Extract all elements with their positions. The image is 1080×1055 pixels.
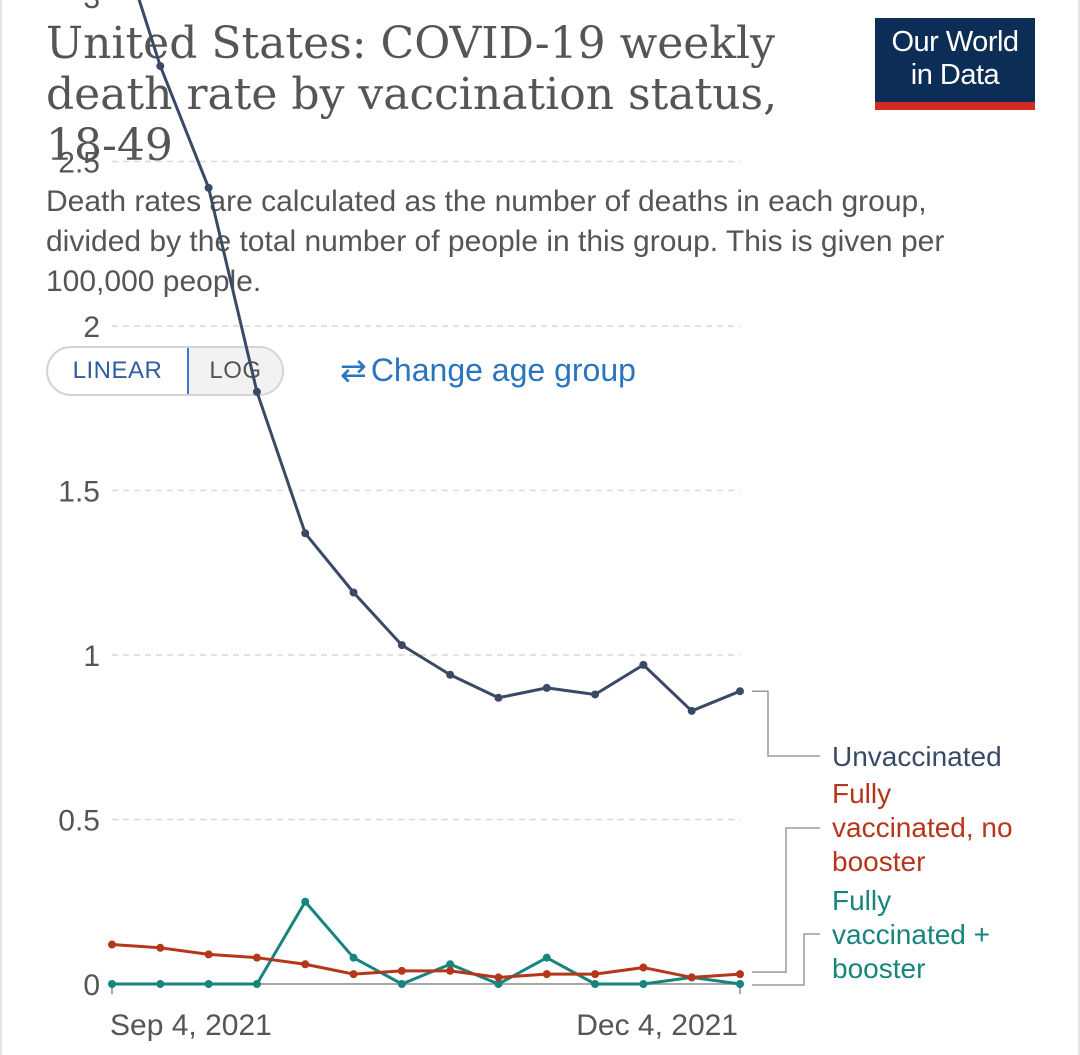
legend-connector	[752, 827, 820, 973]
data-point	[349, 953, 358, 962]
legend-label-2: vaccinated, no	[832, 812, 1013, 843]
linear-scale-button[interactable]: LINEAR	[48, 348, 189, 394]
change-age-group-label: Change age group	[370, 351, 636, 388]
y-tick-label: 0	[83, 969, 100, 1002]
y-tick-label: 3	[83, 0, 100, 15]
data-point	[156, 943, 165, 952]
data-point	[108, 980, 116, 988]
data-point	[397, 966, 406, 975]
y-tick-label: 2.5	[58, 147, 100, 180]
legend-connector	[752, 933, 820, 986]
data-point	[687, 973, 696, 982]
data-point	[349, 588, 358, 597]
legend-label-3: booster	[832, 953, 925, 984]
data-point	[301, 529, 310, 538]
data-point	[542, 683, 551, 692]
data-point	[542, 953, 551, 962]
data-point	[639, 963, 648, 972]
chart-subtitle: Death rates are calculated as the number…	[46, 185, 945, 298]
legend-connector	[752, 690, 820, 757]
data-point	[591, 690, 600, 699]
data-point	[301, 960, 310, 969]
data-point	[542, 970, 551, 979]
data-point	[736, 687, 744, 696]
data-point	[639, 980, 648, 988]
data-point	[156, 62, 165, 71]
y-tick-label: 1.5	[58, 476, 100, 509]
logo-line-1: Our World	[891, 26, 1019, 58]
data-point	[397, 641, 406, 650]
data-point	[591, 980, 600, 988]
change-age-group-link[interactable]: ⇄ Change age group	[340, 348, 636, 392]
data-point	[494, 693, 503, 702]
y-tick-label: 0.5	[58, 805, 100, 838]
data-point	[446, 960, 455, 969]
data-point	[494, 980, 503, 988]
x-tick-label: Dec 4, 2021	[576, 1009, 738, 1042]
data-point	[204, 980, 213, 988]
data-point	[446, 966, 455, 975]
data-point	[591, 970, 600, 979]
legend-label-2: booster	[832, 846, 925, 877]
scale-toggle: LINEAR LOG	[46, 346, 284, 396]
frame-left-border	[0, 0, 2, 1055]
data-point	[204, 950, 213, 959]
logo-line-2: in Data	[910, 59, 1000, 91]
data-point	[349, 970, 358, 979]
x-tick-label: Sep 4, 2021	[110, 1009, 272, 1042]
data-point	[252, 387, 261, 396]
y-tick-label: 2	[83, 311, 100, 344]
swap-arrows-icon: ⇄	[340, 352, 367, 388]
legend-label-2: Fully	[832, 778, 891, 809]
legend-label-1: Unvaccinated	[832, 741, 1002, 772]
logo-accent-bar	[875, 102, 1035, 110]
series-line-3	[112, 900, 741, 986]
data-point	[446, 670, 455, 679]
legend-label-3: vaccinated +	[832, 919, 990, 950]
data-point	[736, 970, 744, 979]
data-point	[156, 980, 165, 988]
data-point	[301, 897, 310, 906]
y-tick-label: 1	[83, 640, 100, 673]
data-point	[204, 183, 213, 192]
our-world-in-data-logo[interactable]: Our World in Data	[875, 18, 1035, 110]
data-point	[252, 980, 261, 988]
series-line-1	[137, 0, 741, 713]
legend-label-3: Fully	[832, 885, 891, 916]
data-point	[639, 660, 648, 669]
data-point	[687, 706, 696, 715]
frame-right-border	[1078, 0, 1080, 1055]
data-point	[736, 980, 744, 988]
series-line-2	[111, 943, 741, 979]
chart-title: United States: COVID-19 weekly death rat…	[46, 18, 778, 171]
data-point	[252, 953, 261, 962]
data-point	[494, 973, 503, 982]
data-point	[108, 940, 116, 949]
data-point	[397, 980, 406, 988]
